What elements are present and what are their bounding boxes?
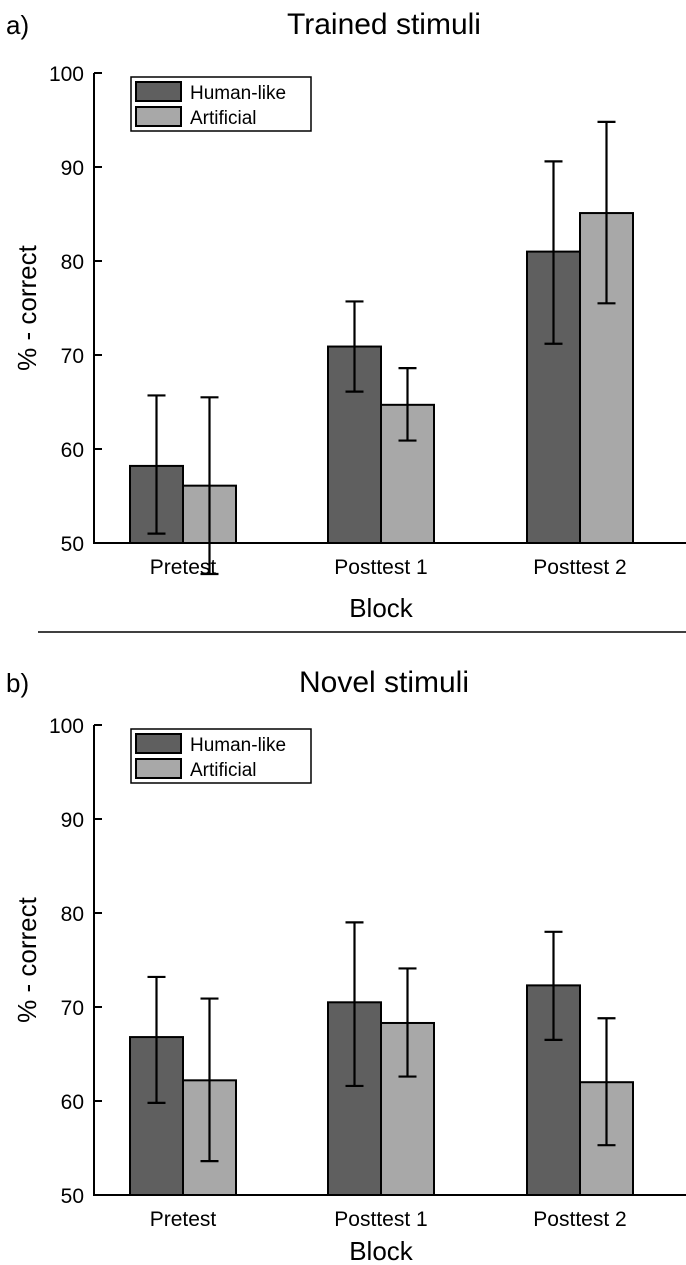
y-axis-title: % - correct (12, 244, 42, 370)
x-tick-label: Posttest 1 (334, 556, 427, 579)
legend-label-artificial: Artificial (190, 760, 257, 781)
x-tick-label: Posttest 2 (533, 1208, 626, 1231)
y-tick-label: 80 (61, 903, 84, 926)
error-bar-human-like-2 (544, 930, 563, 1042)
y-axis-title: % - correct (12, 896, 42, 1022)
error-bar-artificial-2 (597, 120, 616, 305)
chart-title: Trained stimuli (287, 8, 481, 41)
x-axis-title: Block (349, 593, 414, 623)
x-axis-title: Block (349, 1236, 414, 1265)
panel-label: b) (6, 668, 29, 698)
y-tick-label: 90 (61, 809, 84, 832)
legend-swatch-artificial (135, 758, 182, 779)
error-bar-human-like-0 (147, 394, 166, 535)
y-tick-label: 70 (61, 997, 84, 1020)
legend-swatch-human-like (135, 81, 182, 102)
y-tick-label: 50 (61, 1185, 84, 1208)
y-tick-label: 70 (61, 345, 84, 368)
y-tick-label: 100 (49, 715, 84, 738)
chart-panel-a: a) Trained stimuli 50 60 70 80 90 100 Pretest Pos… (6, 8, 686, 623)
x-tick-label: Pretest (150, 1208, 217, 1231)
legend: Human-like Artificial (130, 76, 312, 132)
panel-label: a) (6, 10, 29, 40)
legend-swatch-human-like (135, 733, 182, 754)
y-tick-label: 80 (61, 251, 84, 274)
error-bar-artificial-1 (398, 967, 417, 1078)
y-tick-label: 90 (61, 157, 84, 180)
error-bar-artificial-0 (200, 997, 219, 1163)
error-bar-human-like-1 (345, 300, 364, 393)
y-tick-label: 60 (61, 1091, 84, 1114)
y-tick-label: 100 (49, 63, 84, 86)
chart-panel-b: b) Novel stimuli 50 60 70 80 90 100 Pretest Postt… (6, 666, 686, 1265)
y-tick-label: 60 (61, 439, 84, 462)
error-bar-human-like-1 (345, 921, 364, 1088)
legend-swatch-artificial (135, 106, 182, 127)
x-tick-label: Posttest 2 (533, 556, 626, 579)
chart-title: Novel stimuli (299, 666, 469, 699)
error-bar-artificial-2 (597, 1017, 616, 1147)
error-bar-human-like-2 (544, 160, 563, 345)
legend-label-artificial: Artificial (190, 108, 257, 129)
legend: Human-like Artificial (130, 728, 312, 784)
x-tick-label: Posttest 1 (334, 1208, 427, 1231)
legend-label-human-like: Human-like (190, 735, 286, 756)
error-bar-human-like-0 (147, 975, 166, 1104)
y-tick-label: 50 (61, 533, 84, 556)
x-tick-label: Pretest (150, 556, 217, 579)
error-bar-artificial-1 (398, 367, 417, 442)
legend-label-human-like: Human-like (190, 83, 286, 104)
error-bar-artificial-0 (200, 396, 219, 576)
